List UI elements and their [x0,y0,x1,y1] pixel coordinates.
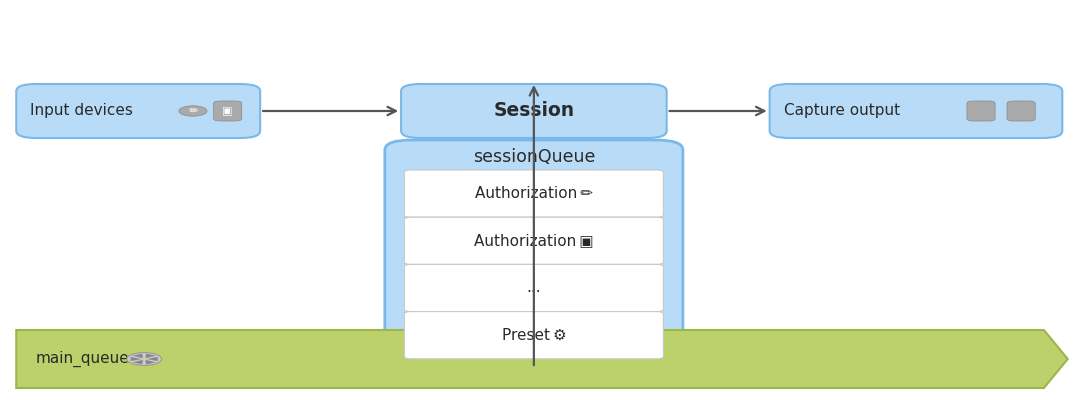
Circle shape [127,353,162,366]
Text: ...: ... [527,280,541,296]
FancyBboxPatch shape [967,101,995,121]
FancyBboxPatch shape [770,84,1062,138]
Text: sessionQueue: sessionQueue [473,148,595,166]
FancyBboxPatch shape [404,170,663,217]
Polygon shape [132,360,143,364]
FancyBboxPatch shape [404,217,663,264]
Polygon shape [145,354,156,358]
Polygon shape [130,357,142,361]
FancyBboxPatch shape [16,84,260,138]
Text: Preset ⚙: Preset ⚙ [502,328,566,343]
Text: Authorization ▣: Authorization ▣ [474,233,594,248]
FancyBboxPatch shape [404,312,663,359]
Circle shape [179,106,207,116]
FancyBboxPatch shape [404,264,663,312]
FancyBboxPatch shape [214,101,242,121]
Text: Input devices: Input devices [30,104,133,118]
Text: ✏: ✏ [188,106,198,116]
Polygon shape [145,360,156,364]
Polygon shape [132,354,143,358]
Text: main_queue: main_queue [36,351,129,367]
Polygon shape [16,330,1068,388]
FancyBboxPatch shape [1007,101,1035,121]
FancyBboxPatch shape [385,140,683,366]
Polygon shape [146,357,158,361]
Text: Capture output: Capture output [784,104,900,118]
Text: Session: Session [493,102,575,120]
FancyBboxPatch shape [401,84,667,138]
Text: ▣: ▣ [222,106,233,116]
Text: Authorization ✏: Authorization ✏ [475,186,593,201]
